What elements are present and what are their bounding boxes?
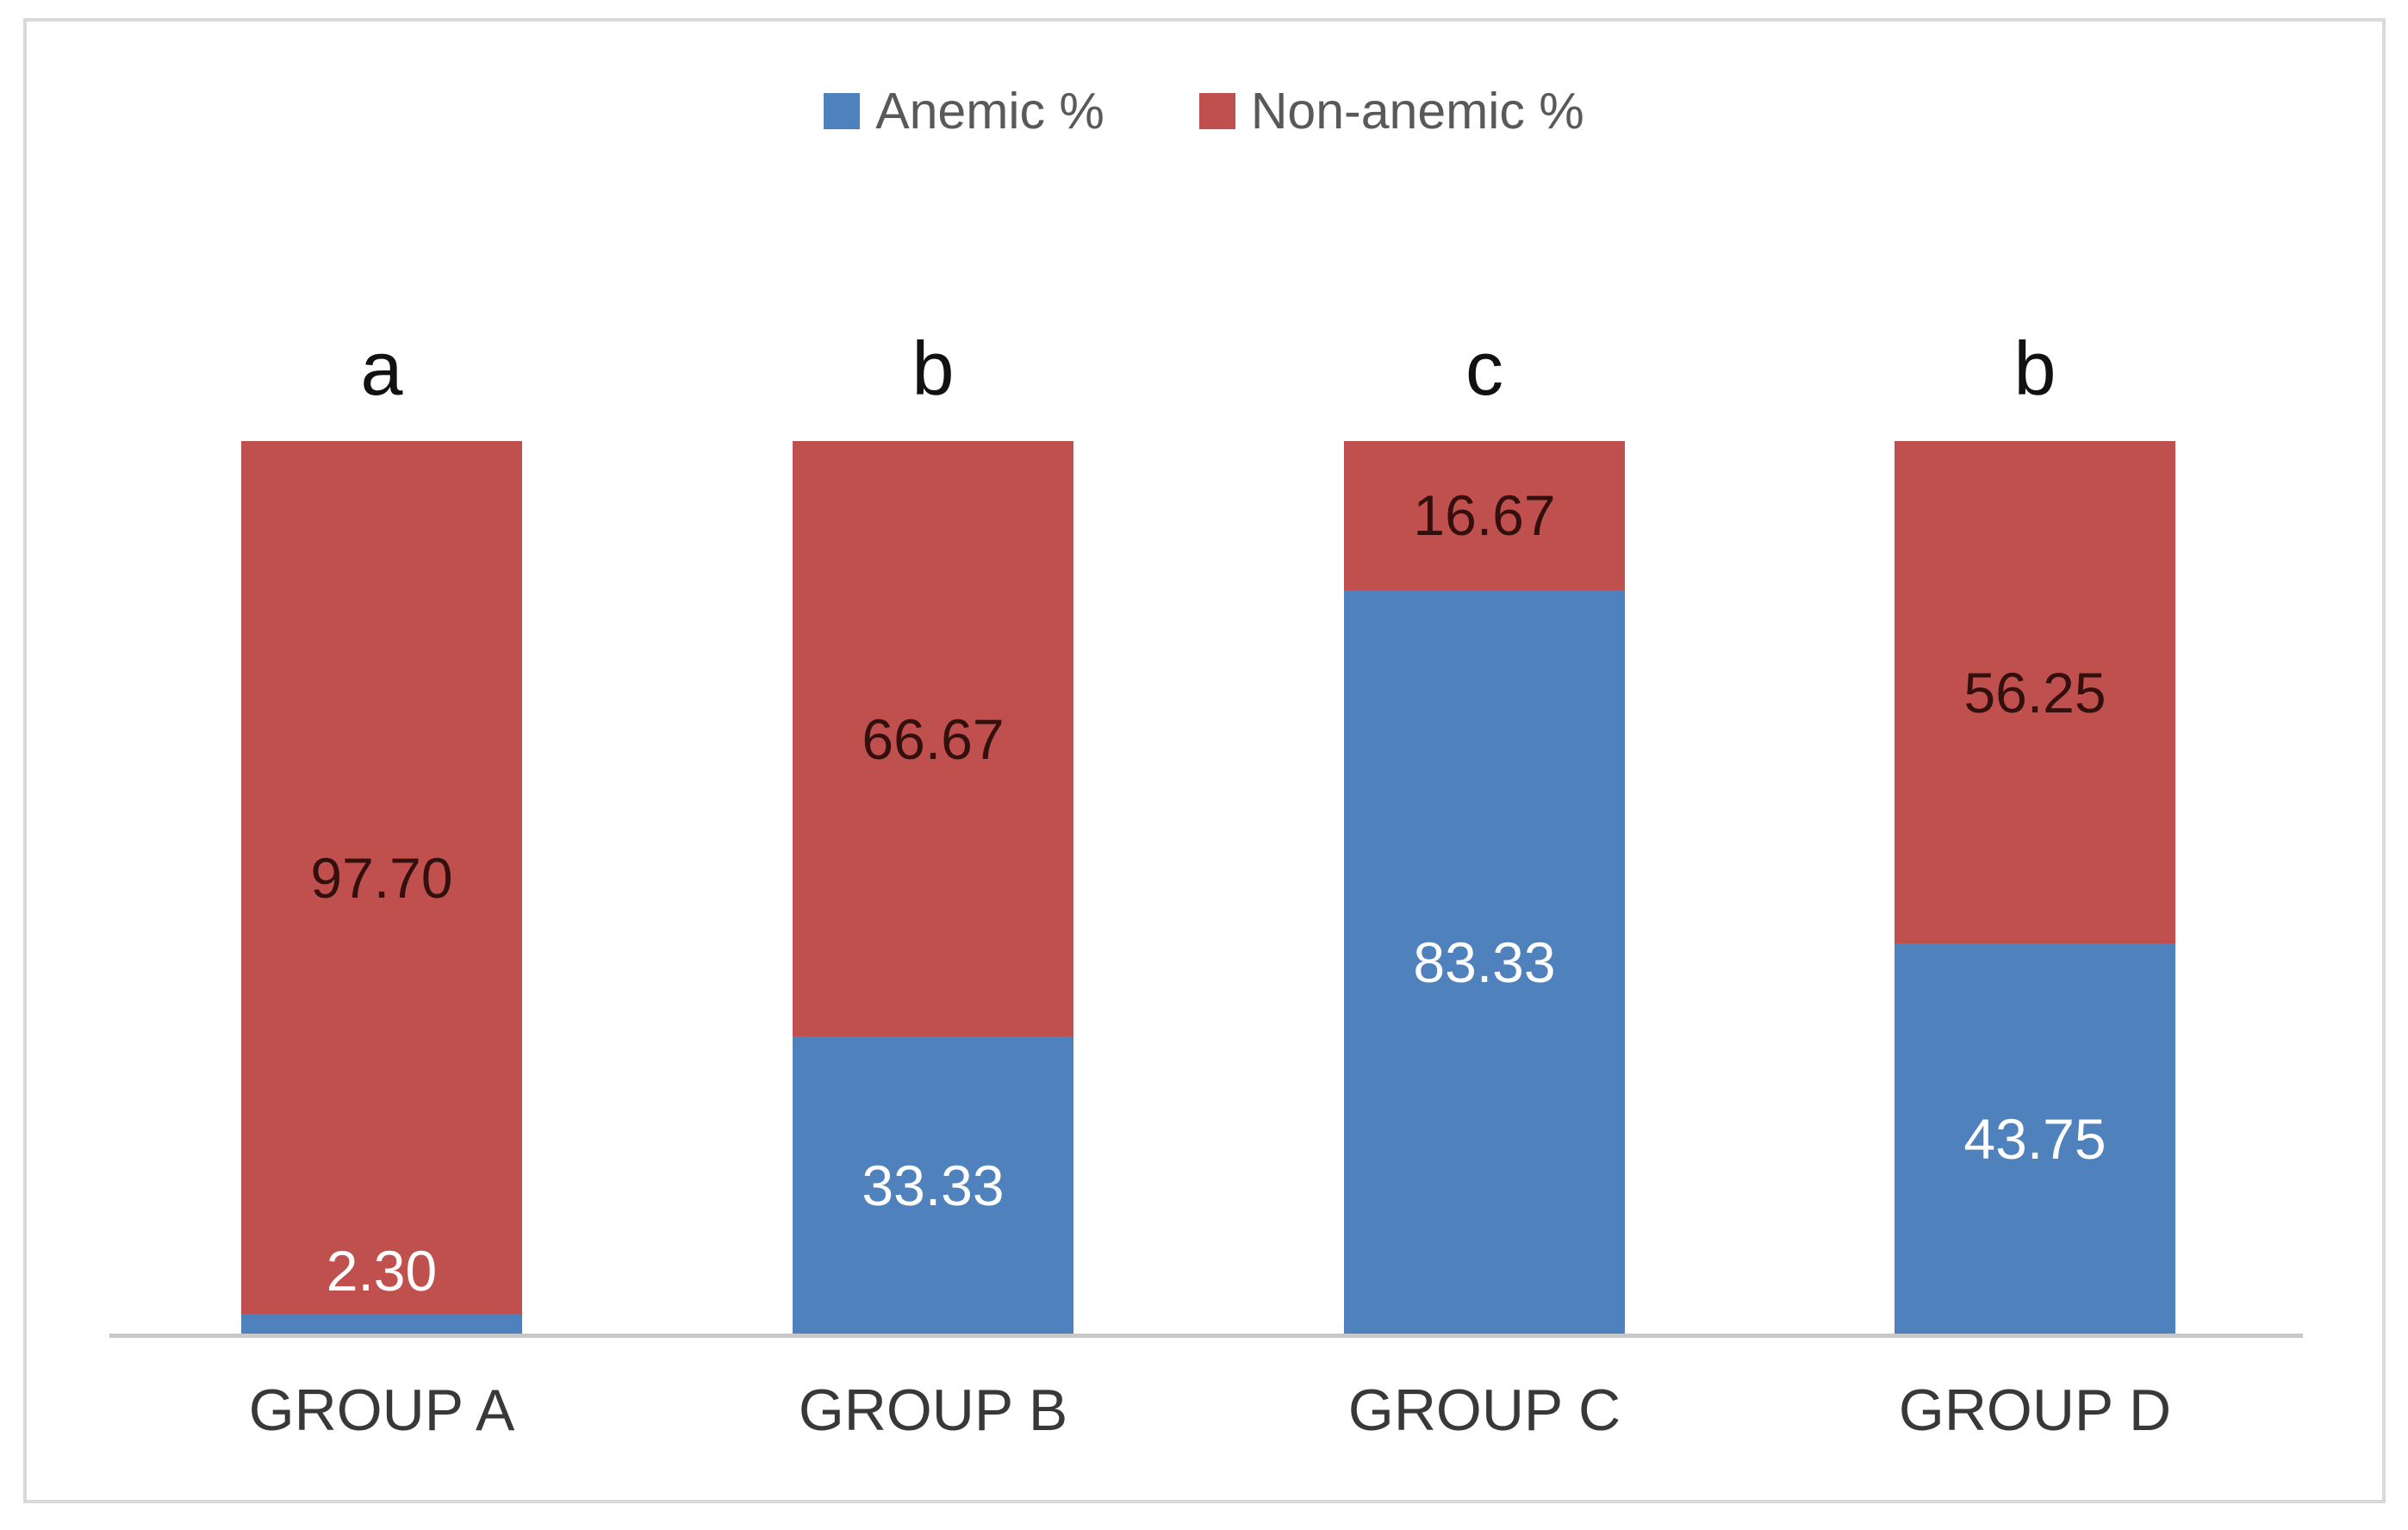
legend-label-non-anemic: Non-anemic % <box>1250 83 1584 140</box>
legend-item-non-anemic: Non-anemic % <box>1198 82 1584 140</box>
bar-stack-b: 66.67 33.33 <box>793 441 1073 1334</box>
anemic-segment-b: 33.33 <box>793 1036 1073 1334</box>
anemic-value-label-a: 2.30 <box>326 1239 438 1303</box>
x-axis-label-group-a: GROUP A <box>248 1378 515 1443</box>
anemic-value-label-b: 33.33 <box>862 1154 1005 1218</box>
anemic-segment-c: 83.33 <box>1344 589 1625 1334</box>
non-anemic-value-label-b: 66.67 <box>862 706 1005 771</box>
anemic-value-label-c: 83.33 <box>1413 930 1556 994</box>
significance-letter-a: a <box>360 326 403 411</box>
significance-letter-b: b <box>912 326 955 411</box>
legend-label-anemic: Anemic % <box>875 83 1104 140</box>
bar-stack-a: 97.70 2.30 <box>241 441 522 1334</box>
bar-group-c: c 16.67 83.33 GROUP C <box>1344 0 1625 1530</box>
non-anemic-value-label-c: 16.67 <box>1413 483 1556 548</box>
bar-group-b: b 66.67 33.33 GROUP B <box>793 0 1073 1530</box>
x-axis-baseline <box>109 1334 2303 1338</box>
significance-letter-d: b <box>2013 326 2056 411</box>
anemic-segment-d: 43.75 <box>1895 943 2175 1334</box>
non-anemic-value-label-d: 56.25 <box>1963 660 2106 725</box>
non-anemic-segment-a: 97.70 <box>241 441 522 1315</box>
anemic-value-label-d: 43.75 <box>1963 1107 2106 1172</box>
non-anemic-segment-d: 56.25 <box>1895 441 2175 944</box>
bar-group-d: b 56.25 43.75 GROUP D <box>1895 0 2175 1530</box>
non-anemic-segment-b: 66.67 <box>793 441 1073 1037</box>
bar-stack-c: 16.67 83.33 <box>1344 441 1625 1334</box>
legend-item-anemic: Anemic % <box>824 82 1104 140</box>
x-axis-label-group-b: GROUP B <box>798 1378 1068 1443</box>
anemic-segment-a: 2.30 <box>241 1239 522 1334</box>
non-anemic-segment-c: 16.67 <box>1344 441 1625 590</box>
bar-stack-d: 56.25 43.75 <box>1895 441 2175 1334</box>
legend-swatch-non-anemic-icon <box>1198 93 1235 129</box>
non-anemic-value-label-a: 97.70 <box>310 845 453 910</box>
bar-group-a: a 97.70 2.30 GROUP A <box>241 0 522 1530</box>
x-axis-label-group-c: GROUP C <box>1347 1378 1621 1443</box>
x-axis-label-group-d: GROUP D <box>1898 1378 2172 1443</box>
legend-swatch-anemic-icon <box>824 93 861 129</box>
chart-legend: Anemic % Non-anemic % <box>0 82 2408 140</box>
significance-letter-c: c <box>1465 326 1503 411</box>
